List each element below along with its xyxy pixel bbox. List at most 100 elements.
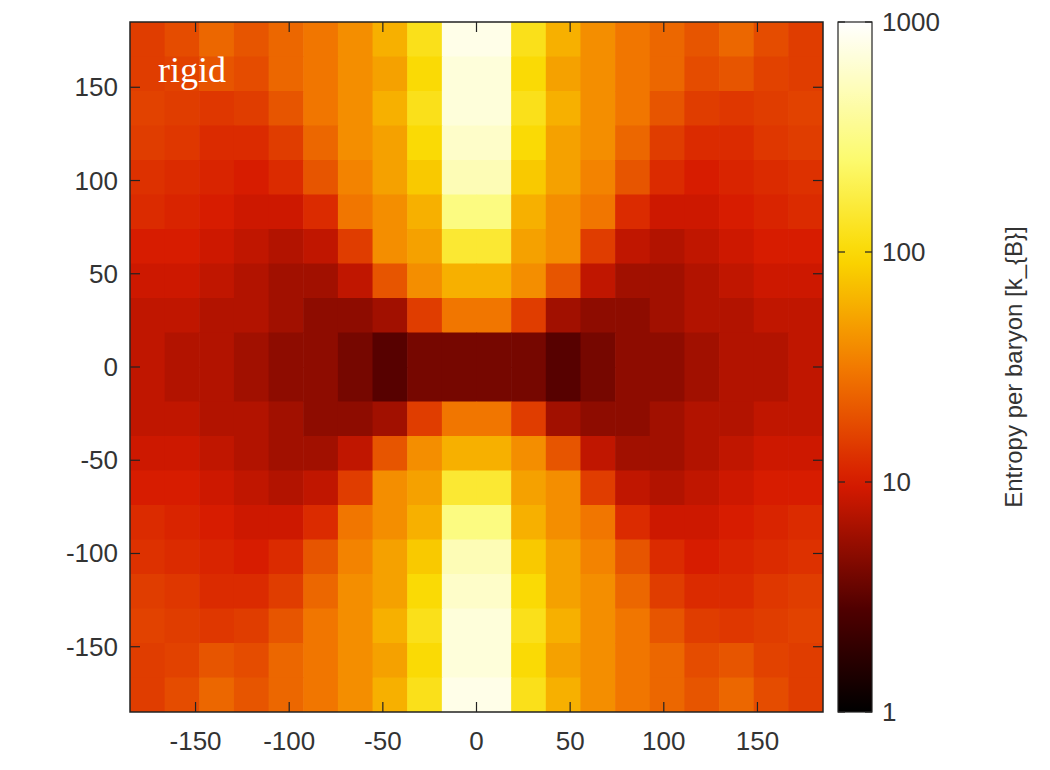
cell [199,609,234,644]
cell [788,609,823,644]
cell [546,57,581,92]
cell [788,471,823,506]
colorbar-tick [865,251,872,252]
cell [338,229,373,264]
cell [199,298,234,333]
cell [303,540,338,575]
cell [269,195,304,230]
cell [580,22,615,57]
cell [650,333,685,368]
cell [165,540,200,575]
cell [407,264,442,299]
cell [407,160,442,195]
cell [199,229,234,264]
cell [788,264,823,299]
cell [234,264,269,299]
cell [407,574,442,609]
cell [373,367,408,402]
cell [511,57,546,92]
cell [650,471,685,506]
cell [442,22,477,57]
cell [580,367,615,402]
cell [719,402,754,437]
cell [199,471,234,506]
x-tick-label: 100 [642,726,685,756]
cell [788,57,823,92]
cell [338,609,373,644]
cell [407,678,442,713]
cell [788,126,823,161]
cell [719,540,754,575]
cell [719,505,754,540]
colorbar-tick-label: 10 [882,467,911,497]
cell [130,609,165,644]
cell [269,298,304,333]
cell [165,195,200,230]
cell [269,126,304,161]
cell [477,91,512,126]
cell [199,264,234,299]
cell [165,609,200,644]
cell [477,471,512,506]
cell [130,298,165,333]
cell [373,57,408,92]
cell [580,126,615,161]
cell [754,505,789,540]
cell [234,367,269,402]
cell [442,574,477,609]
cell [130,126,165,161]
cell [684,22,719,57]
cell [580,471,615,506]
cell [684,505,719,540]
cell [373,298,408,333]
cell [477,574,512,609]
cell [650,678,685,713]
cell [269,402,304,437]
cell [165,471,200,506]
x-tick [757,22,758,32]
cell [684,436,719,471]
cell [788,298,823,333]
cell [788,195,823,230]
y-tick [130,460,140,461]
cell [373,22,408,57]
cell [754,574,789,609]
cell [511,333,546,368]
cell [788,402,823,437]
cell [719,574,754,609]
x-tick [289,702,290,712]
cell [580,57,615,92]
cell [303,436,338,471]
cell [234,298,269,333]
cell [303,333,338,368]
cell [719,367,754,402]
cell [407,57,442,92]
cell [303,22,338,57]
cell [199,574,234,609]
x-tick-label: -150 [170,726,222,756]
cell [719,22,754,57]
cell [754,333,789,368]
cell [303,91,338,126]
cell [615,126,650,161]
cell [442,57,477,92]
cell [719,57,754,92]
cell [269,540,304,575]
cell [546,229,581,264]
cell [303,126,338,161]
cell [788,22,823,57]
cell [754,402,789,437]
cell [442,678,477,713]
cell [511,91,546,126]
cell [442,505,477,540]
cell [546,333,581,368]
cell [303,402,338,437]
cell [477,264,512,299]
cell [511,22,546,57]
cell [546,402,581,437]
cell [580,195,615,230]
cell [338,160,373,195]
cell [269,471,304,506]
y-tick-label: -150 [66,632,118,662]
cell [130,574,165,609]
